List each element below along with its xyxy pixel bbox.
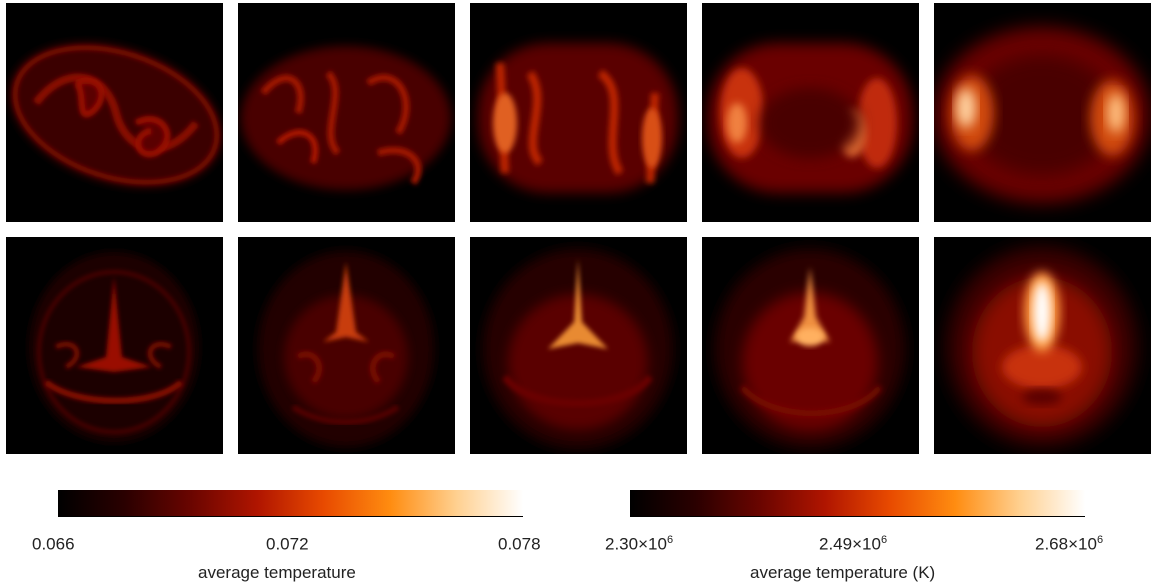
colorbar-left bbox=[58, 490, 523, 517]
colorbar-left-tick-min: 0.066 bbox=[32, 534, 75, 555]
tick-exponent: 6 bbox=[1096, 534, 1104, 546]
tick-base: 0.066 bbox=[32, 534, 75, 554]
panel-bottom-2 bbox=[238, 237, 455, 454]
tick-exponent: 6 bbox=[666, 534, 674, 546]
tick-base: 2.68×10 bbox=[1035, 534, 1097, 554]
tick-base: 0.072 bbox=[266, 534, 309, 554]
panel-top-5 bbox=[934, 3, 1151, 222]
panel-top-2 bbox=[238, 3, 455, 222]
tick-base: 2.30×10 bbox=[605, 534, 667, 554]
panel-bottom-3 bbox=[470, 237, 687, 454]
colorbar-right-tick-min: 2.30×106 bbox=[605, 534, 673, 555]
tick-exponent: 6 bbox=[880, 534, 888, 546]
panel-top-3 bbox=[470, 3, 687, 222]
panel-bottom-1 bbox=[6, 237, 223, 454]
tick-base: 0.078 bbox=[498, 534, 541, 554]
panel-bottom-4 bbox=[702, 237, 919, 454]
colorbar-left-tick-mid: 0.072 bbox=[266, 534, 309, 555]
tick-base: 2.49×10 bbox=[819, 534, 881, 554]
panel-top-1 bbox=[6, 3, 223, 222]
colorbar-right bbox=[630, 490, 1085, 517]
colorbar-right-tick-max: 2.68×106 bbox=[1035, 534, 1103, 555]
panel-bottom-5 bbox=[934, 237, 1151, 454]
colorbar-left-tick-max: 0.078 bbox=[498, 534, 541, 555]
colorbar-right-label: average temperature (K) bbox=[750, 563, 936, 582]
panel-top-4 bbox=[702, 3, 919, 222]
colorbar-left-label: average temperature bbox=[198, 563, 356, 582]
colorbar-right-tick-mid: 2.49×106 bbox=[819, 534, 887, 555]
